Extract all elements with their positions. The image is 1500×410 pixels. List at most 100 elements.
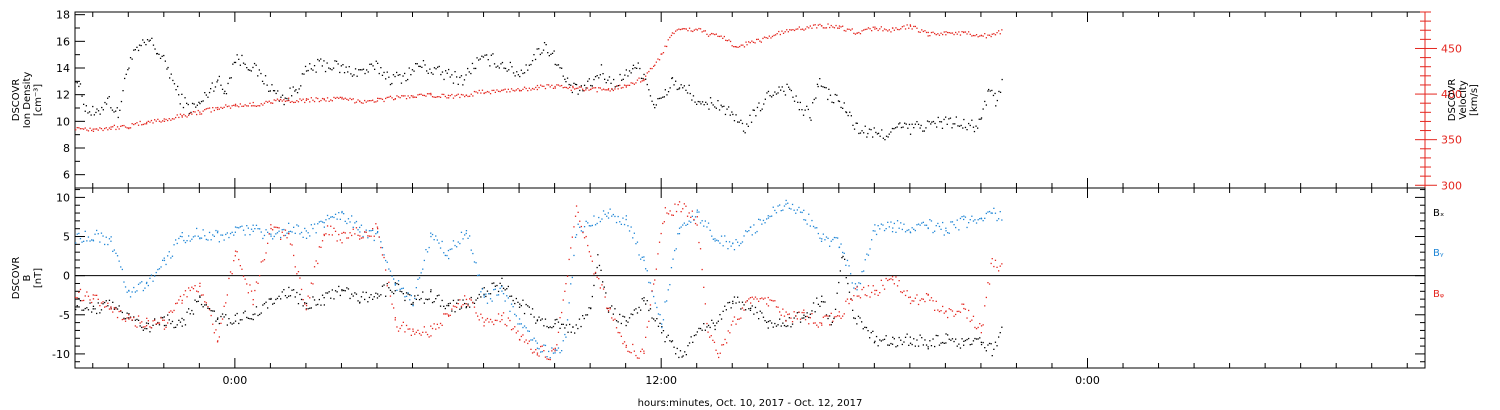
velocity-point: [137, 124, 140, 126]
bx-point: [833, 317, 835, 320]
bz-point: [775, 306, 778, 308]
velocity-point: [215, 107, 217, 109]
by-point: [880, 223, 882, 225]
bx-point: [670, 341, 673, 343]
velocity-point: [380, 97, 382, 100]
velocity-point: [963, 31, 965, 33]
bz-point: [643, 352, 645, 354]
velocity-point: [773, 34, 775, 37]
density-point: [571, 91, 573, 94]
density-point: [426, 70, 428, 72]
velocity-point: [355, 101, 358, 103]
bx-point: [167, 314, 169, 316]
bz-point: [554, 350, 556, 352]
velocity-point: [638, 77, 640, 79]
bz-point: [175, 302, 177, 305]
bz-point: [654, 279, 656, 281]
bz-point: [678, 201, 681, 203]
velocity-point: [740, 44, 742, 46]
velocity-point: [903, 25, 905, 27]
bz-point: [489, 318, 492, 321]
velocity-point: [402, 95, 404, 97]
bz-point: [357, 234, 359, 236]
by-point: [871, 239, 873, 241]
velocity-point: [509, 91, 511, 93]
velocity-point: [887, 30, 889, 32]
velocity-point: [662, 52, 665, 54]
by-point: [304, 227, 306, 230]
bx-point: [456, 302, 458, 304]
density-point: [415, 63, 417, 65]
by-point: [557, 347, 560, 349]
density-point: [391, 82, 393, 85]
bz-point: [556, 344, 558, 346]
bx-point: [667, 334, 669, 336]
by-point: [955, 226, 957, 229]
bx-point: [409, 294, 411, 296]
by-point: [783, 205, 786, 207]
density-point: [621, 79, 623, 81]
velocity-point: [778, 30, 780, 33]
by-point: [867, 254, 870, 256]
bz-point: [330, 225, 332, 227]
velocity-point: [436, 96, 438, 98]
velocity-point: [692, 30, 694, 33]
bz-point: [994, 259, 997, 261]
bz-point: [286, 237, 288, 239]
density-point: [264, 75, 267, 77]
by-point: [998, 218, 1000, 220]
bx-point: [297, 303, 300, 305]
right-axis-title: DSCOVR Velocity [km/s]: [1447, 79, 1480, 122]
density-point: [686, 92, 689, 94]
y-tick-label: 8: [63, 142, 70, 155]
bz-point: [628, 351, 631, 353]
bz-point: [951, 310, 954, 312]
bx-point: [935, 334, 937, 337]
by-point: [811, 219, 813, 222]
bz-point: [715, 349, 717, 351]
by-point: [124, 286, 127, 288]
velocity-point: [368, 100, 371, 102]
bz-point: [554, 347, 556, 349]
bx-point: [389, 289, 392, 291]
bz-point: [645, 336, 647, 338]
bx-point: [842, 255, 844, 258]
by-point: [893, 222, 895, 225]
by-point: [165, 263, 167, 266]
bx-point: [86, 307, 88, 309]
velocity-point: [315, 97, 317, 99]
left-axis-title: DSCOVR B [nT]: [11, 257, 44, 300]
by-point: [780, 210, 782, 212]
bz-point: [373, 235, 375, 237]
bx-point: [96, 312, 98, 315]
velocity-point: [695, 28, 697, 30]
density-point: [834, 93, 836, 96]
bz-point: [446, 313, 448, 315]
velocity-point: [789, 29, 791, 31]
velocity-point: [648, 70, 650, 73]
by-point: [212, 234, 214, 236]
bx-point: [661, 326, 663, 328]
velocity-point: [556, 84, 558, 86]
bx-point: [645, 303, 647, 305]
density-point: [926, 120, 929, 122]
by-point: [556, 349, 558, 351]
by-point: [181, 232, 183, 234]
bz-point: [726, 342, 728, 344]
density-point: [277, 90, 279, 92]
velocity-point: [87, 130, 90, 132]
bz-point: [272, 229, 274, 231]
bx-point: [756, 311, 758, 314]
velocity-point: [501, 89, 503, 92]
density-point: [998, 90, 1000, 93]
density-point: [627, 75, 629, 77]
bx-point: [934, 345, 936, 348]
velocity-point: [430, 92, 432, 95]
bx-point: [347, 288, 350, 290]
bx-point: [375, 292, 377, 294]
bx-point: [368, 296, 371, 299]
velocity-point: [875, 27, 878, 30]
by-point: [694, 216, 697, 218]
bx-point: [707, 324, 710, 327]
density-point: [853, 128, 856, 130]
